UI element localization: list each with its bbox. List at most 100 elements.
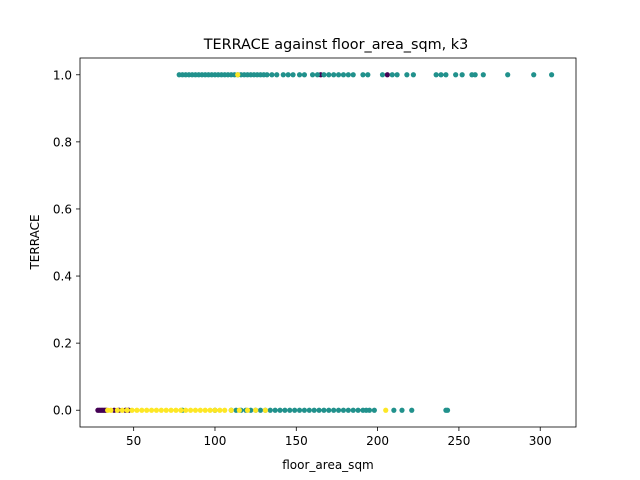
scatter-point (309, 72, 316, 78)
scatter-point (438, 72, 444, 78)
y-axis-ticks: 0.0 0.2 0.4 0.6 0.8 1.0 (53, 68, 80, 418)
scatter-point (108, 407, 114, 413)
scatter-point (134, 407, 140, 413)
scatter-point (212, 407, 218, 413)
scatter-point (472, 72, 478, 78)
scatter-point (383, 407, 389, 413)
scatter-point (183, 407, 189, 413)
scatter-point (443, 72, 449, 78)
scatter-point (404, 72, 410, 78)
scatter-point (173, 407, 179, 413)
y-tick-label: 0.4 (53, 270, 72, 284)
scatter-point (311, 407, 317, 413)
scatter-point (331, 72, 337, 78)
scatter-point (335, 72, 342, 78)
scatter-point (306, 407, 312, 413)
scatter-point (287, 407, 293, 413)
scatter-point (244, 407, 251, 413)
scatter-point (280, 72, 286, 78)
scatter-point (129, 407, 135, 413)
scatter-point (163, 407, 169, 413)
scatter-point (178, 407, 184, 413)
scatter-point (365, 72, 371, 78)
scatter-point (394, 72, 400, 78)
plot-frame (79, 57, 577, 428)
scatter-point (409, 407, 415, 413)
scatter-point (222, 407, 228, 413)
scatter-point (296, 407, 303, 413)
scatter-point (301, 407, 308, 413)
scatter-point (272, 407, 278, 413)
scatter-point (326, 407, 332, 413)
scatter-point (549, 72, 555, 78)
scatter-point (360, 72, 366, 78)
x-tick-label: 150 (285, 434, 308, 448)
scatter-point (340, 407, 347, 413)
x-axis-label: floor_area_sqm (282, 458, 374, 472)
scatter-point (433, 72, 439, 78)
y-tick-label: 0.0 (53, 404, 72, 418)
x-tick-label: 300 (529, 434, 552, 448)
scatter-point (350, 407, 356, 413)
scatter-point (340, 72, 347, 78)
scatter-point (144, 407, 150, 413)
scatter-point (282, 407, 288, 413)
scatter-point (316, 407, 322, 413)
scatter-point (207, 407, 213, 413)
scatter-point (269, 72, 275, 78)
scatter-point (371, 407, 377, 413)
scatter-point (331, 407, 337, 413)
scatter-point (379, 72, 386, 78)
scatter-point (355, 407, 361, 413)
scatter-point (366, 407, 373, 413)
scatter-point (453, 72, 459, 78)
y-tick-label: 0.2 (53, 337, 72, 351)
y-axis-label: TERRACE (28, 214, 42, 270)
scatter-point (459, 72, 465, 78)
y-tick-label: 0.8 (53, 135, 72, 149)
scatter-point (253, 407, 259, 413)
scatter-point (389, 72, 395, 78)
scatter-point (384, 72, 390, 78)
points-layer (95, 72, 555, 413)
scatter-point (114, 407, 120, 413)
scatter-point (153, 407, 160, 413)
scatter-point (391, 407, 397, 413)
scatter-point (262, 407, 268, 413)
scatter-point (350, 72, 356, 78)
scatter-point (285, 72, 291, 78)
scatter-point (148, 407, 155, 413)
chart-title: TERRACE against floor_area_sqm, k3 (203, 37, 469, 53)
scatter-point (217, 407, 223, 413)
x-axis-ticks: 50 100 150 200 250 300 (126, 427, 552, 448)
scatter-point (267, 407, 273, 413)
scatter-point (228, 407, 234, 413)
y-tick-label: 0.6 (53, 202, 72, 216)
scatter-point (235, 72, 241, 78)
x-tick-label: 250 (447, 434, 470, 448)
x-tick-label: 100 (204, 434, 227, 448)
scatter-point (314, 72, 321, 78)
scatter-point (321, 72, 327, 78)
scatter-point (264, 72, 270, 78)
scatter-point (236, 407, 242, 413)
scatter-point (119, 407, 125, 413)
scatter-point (187, 407, 194, 413)
scatter-point (202, 407, 208, 413)
scatter-point (139, 407, 145, 413)
scatter-point (480, 72, 486, 78)
scatter-point (292, 407, 298, 413)
scatter-point (321, 407, 327, 413)
scatter-point (197, 407, 203, 413)
x-tick-label: 50 (126, 434, 141, 448)
scatter-point (345, 407, 351, 413)
scatter-point (290, 72, 296, 78)
scatter-point (192, 407, 199, 413)
scatter-point (257, 407, 264, 413)
scatter-point (168, 407, 174, 413)
scatter-point (444, 407, 451, 413)
scatter-point (345, 72, 351, 78)
scatter-point (335, 407, 342, 413)
